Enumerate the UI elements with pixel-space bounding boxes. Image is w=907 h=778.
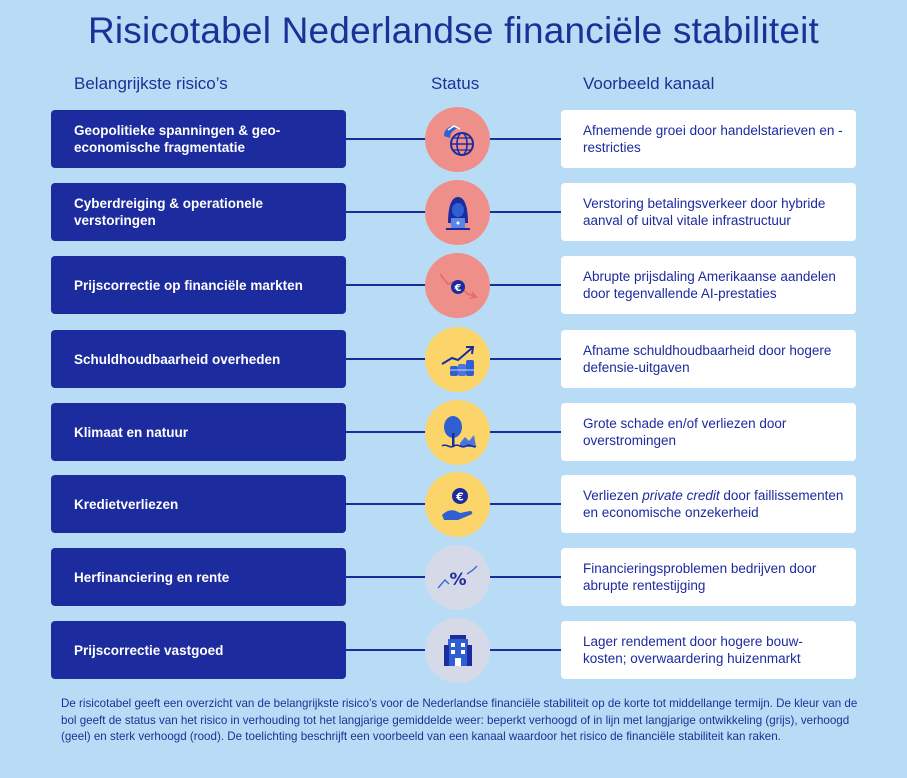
risk-label: Kredietverliezen	[51, 475, 346, 533]
risk-label: Klimaat en natuur	[51, 403, 346, 461]
example-text: Grote schade en/of verliezen door overst…	[561, 403, 856, 461]
status-circle-grey	[425, 618, 490, 683]
connector-line	[490, 431, 562, 433]
tree-flood-icon	[441, 415, 477, 448]
page-title: Risicotabel Nederlandse financiële stabi…	[87, 10, 820, 51]
connector-line	[346, 284, 428, 286]
risk-label: Geopolitieke spanningen & geo-economisch…	[51, 110, 346, 168]
status-circle-yellow	[425, 327, 490, 392]
connector-line	[346, 649, 428, 651]
connector-line	[490, 284, 562, 286]
example-column-header: Voorbeeld kanaal	[583, 74, 715, 93]
example-text: Lager rendement door hogere bouw-kosten;…	[561, 621, 856, 679]
connector-line	[346, 358, 428, 360]
euro-hand-icon: €	[441, 487, 472, 520]
percent-trend-icon: %	[436, 565, 477, 590]
connector-line	[346, 211, 428, 213]
hacker-icon	[445, 196, 470, 230]
svg-text:€: €	[455, 490, 464, 503]
risk-row: Schuldhoudbaarheid overheden Afname schu…	[0, 327, 907, 392]
rising-coins-icon	[440, 345, 474, 376]
example-text: Afnemende groei door handelstarieven en …	[561, 110, 856, 168]
connector-line	[490, 503, 562, 505]
risk-row: Herfinanciering en rente % Financierings…	[0, 545, 907, 610]
status-column-header: Status	[431, 74, 480, 93]
connector-line	[490, 211, 562, 213]
risk-label: Cyberdreiging & operationele verstoringe…	[51, 183, 346, 241]
connector-line	[346, 431, 428, 433]
status-circle-yellow	[425, 400, 490, 465]
svg-text:€: €	[453, 283, 461, 294]
risk-row: Prijscorrectie vastgoed Lager rendement …	[0, 618, 907, 683]
status-circle-red	[425, 180, 490, 245]
risk-label: Herfinanciering en rente	[51, 548, 346, 606]
connector-line	[490, 358, 562, 360]
example-text: Verstoring betalingsverkeer door hybride…	[561, 183, 856, 241]
globe-icon	[443, 124, 474, 156]
status-circle-red	[425, 107, 490, 172]
connector-line	[346, 503, 428, 505]
risk-label: Prijscorrectie vastgoed	[51, 621, 346, 679]
connector-line	[346, 138, 428, 140]
connector-line	[490, 649, 562, 651]
example-text: Verliezen private credit door faillissem…	[561, 475, 856, 533]
risk-row: Prijscorrectie op financiële markten € A…	[0, 253, 907, 318]
risk-label: Schuldhoudbaarheid overheden	[51, 330, 346, 388]
status-circle-red: €	[425, 253, 490, 318]
risk-row: Cyberdreiging & operationele verstoringe…	[0, 180, 907, 245]
example-text: Abrupte prijsdaling Amerikaanse aandelen…	[561, 256, 856, 314]
connector-line	[490, 576, 562, 578]
building-icon	[443, 634, 472, 666]
connector-line	[490, 138, 562, 140]
risk-row: Geopolitieke spanningen & geo-economisch…	[0, 107, 907, 172]
example-text: Afname schuldhoudbaarheid door hogere de…	[561, 330, 856, 388]
risk-label: Prijscorrectie op financiële markten	[51, 256, 346, 314]
example-text: Financieringsproblemen bedrijven door ab…	[561, 548, 856, 606]
status-circle-grey: %	[425, 545, 490, 610]
footnote: De risicotabel geeft een overzicht van d…	[61, 697, 858, 743]
risks-column-header: Belangrijkste risico’s	[74, 74, 228, 93]
status-circle-yellow: €	[425, 472, 490, 537]
connector-line	[346, 576, 428, 578]
risk-row: Klimaat en natuur Grote schade en/of ver…	[0, 400, 907, 465]
risk-row: Kredietverliezen € Verliezen private cre…	[0, 472, 907, 537]
svg-text:%: %	[449, 570, 466, 590]
falling-euro-icon: €	[438, 273, 477, 299]
